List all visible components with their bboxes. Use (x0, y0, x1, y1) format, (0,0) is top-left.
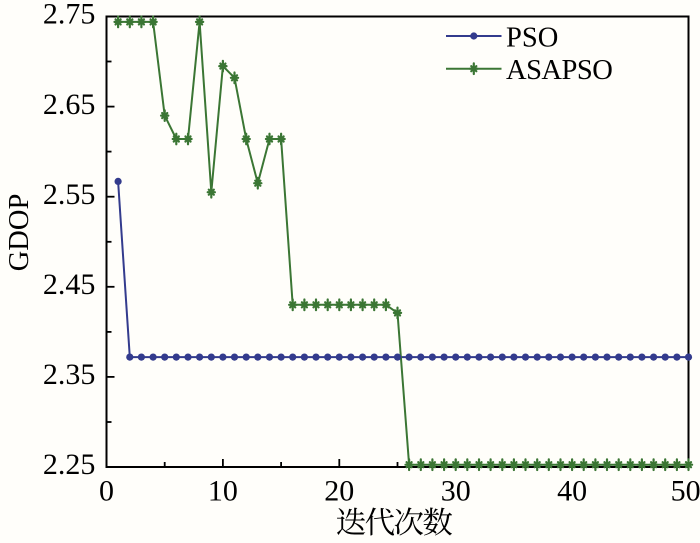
svg-text:ASAPSO: ASAPSO (506, 55, 612, 86)
svg-text:PSO: PSO (506, 22, 558, 53)
svg-text:40: 40 (557, 474, 587, 507)
svg-text:30: 30 (441, 474, 471, 507)
svg-text:10: 10 (208, 474, 238, 507)
svg-text:2.65: 2.65 (43, 88, 96, 121)
svg-text:0: 0 (99, 474, 114, 507)
svg-text:20: 20 (324, 474, 354, 507)
svg-text:2.45: 2.45 (43, 268, 96, 301)
svg-text:GDOP: GDOP (4, 194, 35, 272)
svg-text:2.55: 2.55 (43, 178, 96, 211)
svg-text:2.35: 2.35 (43, 358, 96, 391)
svg-text:2.25: 2.25 (43, 448, 96, 481)
svg-text:2.75: 2.75 (43, 0, 96, 31)
svg-text:50: 50 (671, 474, 700, 507)
